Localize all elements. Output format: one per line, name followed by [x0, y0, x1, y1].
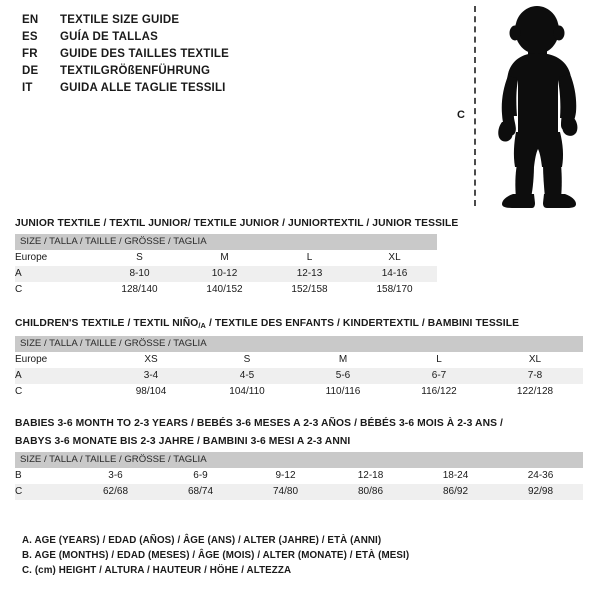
- table-cell: XL: [352, 250, 438, 266]
- table-cell: 3-6: [73, 468, 158, 484]
- row-label: A: [15, 368, 103, 384]
- table-cell: 122/128: [487, 384, 583, 400]
- babies-size-table: SIZE / TALLA / TAILLE / GRÖSSE / TAGLIA …: [15, 452, 583, 500]
- table-cell: 80/86: [328, 484, 413, 500]
- height-measurement-figure: C: [440, 4, 600, 209]
- language-title-block: EN TEXTILE SIZE GUIDE ES GUÍA DE TALLAS …: [22, 14, 442, 99]
- row-label: C: [15, 282, 97, 298]
- legend-row-a: A. AGE (YEARS) / EDAD (AÑOS) / ÂGE (ANS)…: [22, 535, 382, 546]
- table-cell: 24-36: [498, 468, 583, 484]
- language-code: DE: [22, 65, 39, 77]
- language-title: TEXTILE SIZE GUIDE: [60, 14, 180, 26]
- table-row: Europe S M L XL: [15, 250, 438, 266]
- table-cell: S: [97, 250, 182, 266]
- babies-band-header: SIZE / TALLA / TAILLE / GRÖSSE / TAGLIA: [15, 452, 583, 468]
- language-code: ES: [22, 31, 38, 43]
- table-cell: 5-6: [295, 368, 391, 384]
- junior-band-header: SIZE / TALLA / TAILLE / GRÖSSE / TAGLIA: [15, 234, 438, 250]
- table-cell: 6-7: [391, 368, 487, 384]
- row-label: B: [15, 468, 73, 484]
- table-cell: L: [267, 250, 352, 266]
- table-cell: 86/92: [413, 484, 498, 500]
- table-cell: 3-4: [103, 368, 199, 384]
- children-size-table: SIZE / TALLA / TAILLE / GRÖSSE / TAGLIA …: [15, 336, 583, 400]
- table-cell: 74/80: [243, 484, 328, 500]
- language-title: TEXTILGRÖßENFÜHRUNG: [60, 65, 211, 77]
- table-cell: 14-16: [352, 266, 438, 282]
- table-row: A 3-4 4-5 5-6 6-7 7-8: [15, 368, 583, 384]
- section-childrens-textile: CHILDREN'S TEXTILE / TEXTIL NIÑO/A / TEX…: [15, 316, 583, 400]
- language-title: GUIDE DES TAILLES TEXTILE: [60, 48, 229, 60]
- section-babies-textile: BABIES 3-6 MONTH TO 2-3 YEARS / BEBÉS 3-…: [15, 416, 583, 500]
- junior-size-table: SIZE / TALLA / TAILLE / GRÖSSE / TAGLIA …: [15, 234, 438, 298]
- table-cell: 12-18: [328, 468, 413, 484]
- language-title: GUIDA ALLE TAGLIE TESSILI: [60, 82, 226, 94]
- legend-row-b: B. AGE (MONTHS) / EDAD (MESES) / ÂGE (MO…: [22, 550, 410, 561]
- table-header-band: SIZE / TALLA / TAILLE / GRÖSSE / TAGLIA: [15, 234, 438, 250]
- table-row: A 8-10 10-12 12-13 14-16: [15, 266, 438, 282]
- row-label: Europe: [15, 352, 103, 368]
- height-dashed-line: [474, 6, 476, 206]
- language-code: EN: [22, 14, 39, 26]
- table-cell: M: [295, 352, 391, 368]
- table-row: C 62/68 68/74 74/80 80/86 86/92 92/98: [15, 484, 583, 500]
- table-row: C 98/104 104/110 110/116 116/122 122/128: [15, 384, 583, 400]
- table-cell: 6-9: [158, 468, 243, 484]
- table-cell: 12-13: [267, 266, 352, 282]
- table-row: C 128/140 140/152 152/158 158/170: [15, 282, 438, 298]
- language-row: ES GUÍA DE TALLAS: [22, 31, 442, 48]
- measurement-legend: A. AGE (YEARS) / EDAD (AÑOS) / ÂGE (ANS)…: [22, 533, 582, 578]
- table-cell: L: [391, 352, 487, 368]
- table-cell: 158/170: [352, 282, 438, 298]
- row-label: C: [15, 384, 103, 400]
- table-cell: 152/158: [267, 282, 352, 298]
- table-cell: M: [182, 250, 267, 266]
- table-cell: 7-8: [487, 368, 583, 384]
- table-cell: 92/98: [498, 484, 583, 500]
- table-cell: 8-10: [97, 266, 182, 282]
- table-cell: 98/104: [103, 384, 199, 400]
- table-cell: 104/110: [199, 384, 295, 400]
- table-row: Europe XS S M L XL: [15, 352, 583, 368]
- table-header-band: SIZE / TALLA / TAILLE / GRÖSSE / TAGLIA: [15, 452, 583, 468]
- language-row: FR GUIDE DES TAILLES TEXTILE: [22, 48, 442, 65]
- children-title-part1: CHILDREN'S TEXTILE / TEXTIL NIÑO: [15, 318, 199, 329]
- table-cell: 140/152: [182, 282, 267, 298]
- table-cell: S: [199, 352, 295, 368]
- table-cell: 10-12: [182, 266, 267, 282]
- babies-section-title-line2: BABYS 3-6 MONATE BIS 2-3 JAHRE / BAMBINI…: [15, 436, 351, 447]
- table-cell: 116/122: [391, 384, 487, 400]
- table-cell: XL: [487, 352, 583, 368]
- row-label: Europe: [15, 250, 97, 266]
- children-title-subscript: /A: [198, 321, 206, 330]
- junior-section-title: JUNIOR TEXTILE / TEXTIL JUNIOR/ TEXTILE …: [15, 218, 459, 229]
- legend-row-c: C. (cm) HEIGHT / ALTURA / HAUTEUR / HÖHE…: [22, 565, 292, 576]
- table-cell: 4-5: [199, 368, 295, 384]
- table-header-band: SIZE / TALLA / TAILLE / GRÖSSE / TAGLIA: [15, 336, 583, 352]
- table-cell: 110/116: [295, 384, 391, 400]
- table-cell: 62/68: [73, 484, 158, 500]
- table-cell: 68/74: [158, 484, 243, 500]
- children-band-header: SIZE / TALLA / TAILLE / GRÖSSE / TAGLIA: [15, 336, 583, 352]
- children-section-title: CHILDREN'S TEXTILE / TEXTIL NIÑO/A / TEX…: [15, 316, 583, 333]
- language-code: IT: [22, 82, 33, 94]
- toddler-silhouette-icon: [498, 6, 578, 208]
- language-row: DE TEXTILGRÖßENFÜHRUNG: [22, 65, 442, 82]
- language-row: IT GUIDA ALLE TAGLIE TESSILI: [22, 82, 442, 99]
- language-code: FR: [22, 48, 38, 60]
- row-label: C: [15, 484, 73, 500]
- table-row: B 3-6 6-9 9-12 12-18 18-24 24-36: [15, 468, 583, 484]
- language-row: EN TEXTILE SIZE GUIDE: [22, 14, 442, 31]
- section-junior-textile: JUNIOR TEXTILE / TEXTIL JUNIOR/ TEXTILE …: [15, 216, 458, 298]
- table-cell: 9-12: [243, 468, 328, 484]
- row-label: A: [15, 266, 97, 282]
- babies-section-title-line1: BABIES 3-6 MONTH TO 2-3 YEARS / BEBÉS 3-…: [15, 418, 503, 429]
- table-cell: 128/140: [97, 282, 182, 298]
- language-title: GUÍA DE TALLAS: [60, 31, 158, 43]
- children-title-part2: / TEXTILE DES ENFANTS / KINDERTEXTIL / B…: [205, 318, 520, 329]
- table-cell: XS: [103, 352, 199, 368]
- height-label-c: C: [457, 109, 465, 121]
- table-cell: 18-24: [413, 468, 498, 484]
